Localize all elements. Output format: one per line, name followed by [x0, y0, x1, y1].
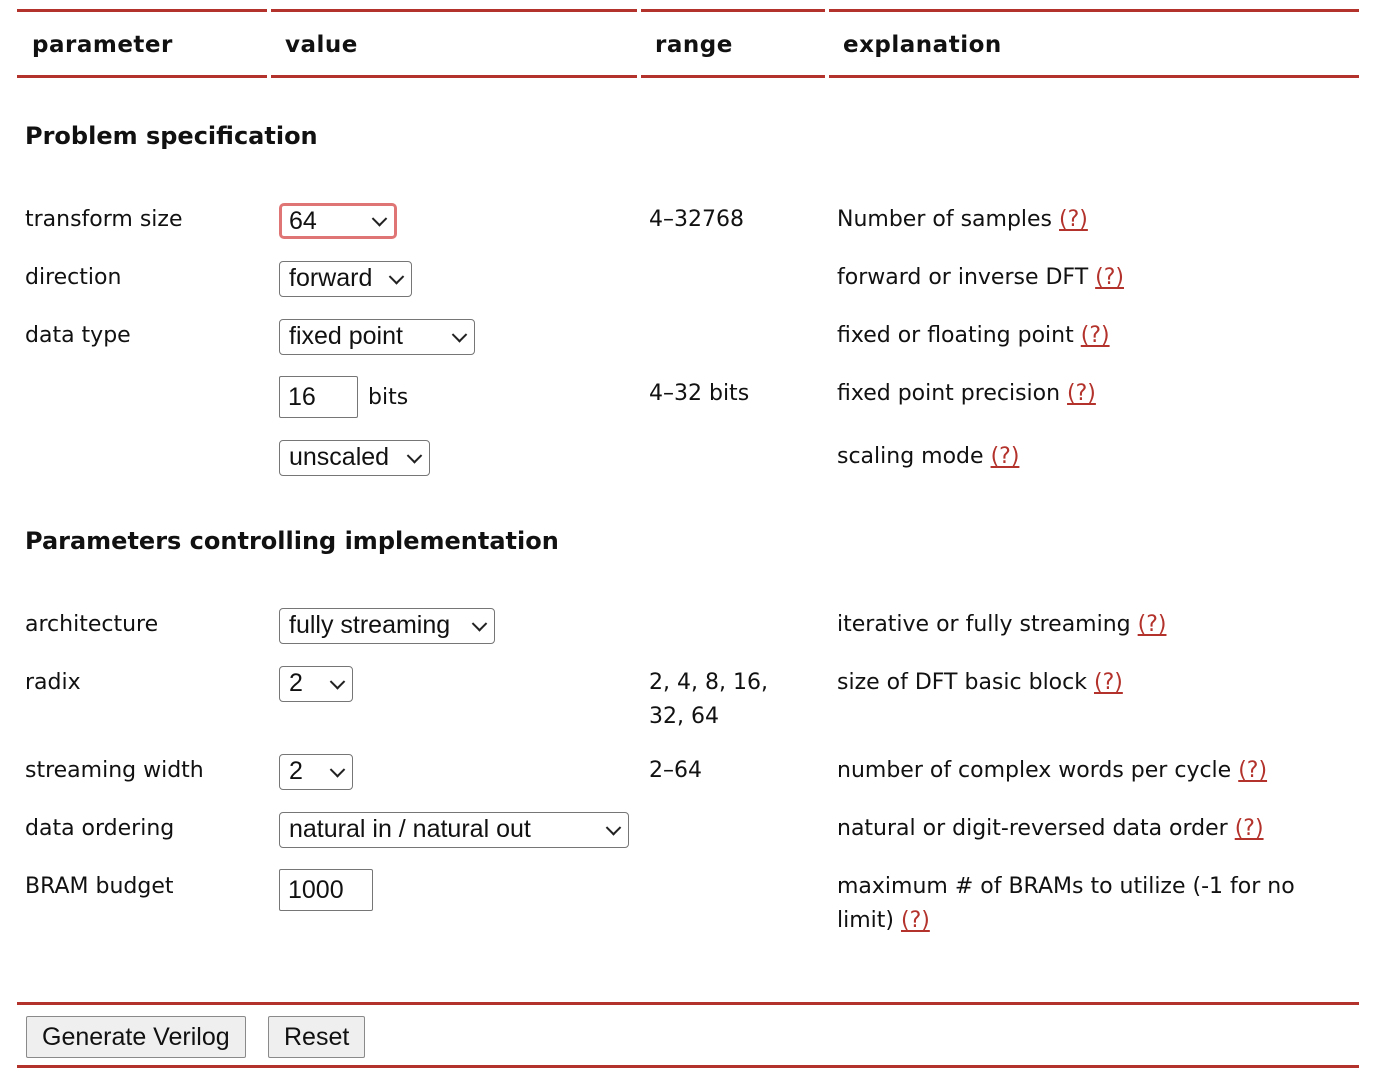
precision-bits-input[interactable]	[279, 376, 358, 418]
explanation-line-2: limit) (?)	[837, 904, 1352, 938]
header-top-rule	[17, 9, 267, 12]
explanation-text: size of DFT basic block	[837, 670, 1087, 695]
footer-top-rule	[17, 1002, 1359, 1005]
explanation-text: natural or digit-reversed data order	[837, 816, 1228, 841]
column-header-parameter: parameter	[32, 32, 173, 58]
explanation-architecture: iterative or fully streaming (?)	[837, 608, 1166, 642]
chevron-down-icon	[329, 762, 346, 778]
explanation-transform-size: Number of samples (?)	[837, 203, 1088, 237]
explanation-text: forward or inverse DFT	[837, 265, 1089, 290]
explanation-data-ordering: natural or digit-reversed data order (?)	[837, 812, 1264, 846]
explanation-direction: forward or inverse DFT (?)	[837, 261, 1124, 295]
column-header-value: value	[285, 32, 358, 58]
radix-value: 2	[289, 669, 303, 697]
column-header-range: range	[655, 32, 733, 58]
transform-size-value: 64	[289, 207, 317, 235]
scaling-mode-value: unscaled	[289, 443, 390, 471]
param-label-transform-size: transform size	[25, 207, 183, 232]
help-link[interactable]: (?)	[1059, 207, 1088, 232]
radix-select[interactable]: 2	[279, 666, 353, 702]
streaming-width-select[interactable]: 2	[279, 754, 353, 790]
chevron-down-icon	[605, 820, 622, 836]
chevron-down-icon	[471, 616, 488, 632]
precision-unit-label: bits	[368, 385, 409, 410]
explanation-text: fixed or floating point	[837, 323, 1074, 348]
architecture-value: fully streaming	[289, 611, 451, 639]
help-link[interactable]: (?)	[990, 444, 1020, 469]
explanation-data-type: fixed or floating point (?)	[837, 319, 1110, 353]
explanation-text: fixed point precision	[837, 381, 1061, 406]
help-link[interactable]: (?)	[1067, 381, 1096, 406]
header-top-rule	[829, 9, 1359, 12]
direction-value: forward	[289, 264, 373, 292]
param-label-direction: direction	[25, 265, 122, 290]
help-link[interactable]: (?)	[1238, 758, 1268, 783]
help-link[interactable]: (?)	[900, 908, 930, 933]
streaming-width-value: 2	[289, 757, 303, 785]
chevron-down-icon	[329, 674, 346, 690]
help-link[interactable]: (?)	[1080, 323, 1110, 348]
help-link[interactable]: (?)	[1095, 265, 1124, 290]
param-label-architecture: architecture	[25, 612, 159, 637]
explanation-text: iterative or fully streaming	[837, 612, 1131, 637]
column-header-explanation: explanation	[843, 32, 1002, 58]
data-ordering-value: natural in / natural out	[289, 815, 531, 843]
bram-budget-input[interactable]	[279, 869, 373, 911]
header-bottom-rule	[641, 75, 825, 78]
explanation-streaming-width: number of complex words per cycle (?)	[837, 754, 1267, 788]
explanation-bram-budget: maximum # of BRAMs to utilize (-1 for no…	[837, 870, 1352, 938]
range-streaming-width: 2–64	[649, 758, 702, 783]
param-label-data-type: data type	[25, 323, 131, 348]
header-bottom-rule	[271, 75, 637, 78]
chevron-down-icon	[451, 327, 468, 343]
data-ordering-select[interactable]: natural in / natural out	[279, 812, 629, 848]
param-label-data-ordering: data ordering	[25, 816, 175, 841]
help-link[interactable]: (?)	[1093, 670, 1123, 695]
explanation-text: Number of samples	[837, 207, 1053, 232]
section-title-implementation: Parameters controlling implementation	[25, 527, 559, 555]
help-link[interactable]: (?)	[1234, 816, 1264, 841]
range-transform-size: 4–32768	[649, 207, 744, 232]
range-radix-line: 32, 64	[649, 704, 719, 729]
explanation-precision: fixed point precision (?)	[837, 377, 1096, 411]
explanation-radix: size of DFT basic block (?)	[837, 666, 1123, 700]
transform-size-select[interactable]: 64	[279, 203, 397, 239]
explanation-text: limit)	[837, 908, 894, 933]
range-precision: 4–32 bits	[649, 381, 750, 406]
data-type-select[interactable]: fixed point	[279, 319, 475, 355]
param-label-streaming-width: streaming width	[25, 758, 204, 783]
help-link[interactable]: (?)	[1137, 612, 1167, 637]
range-radix: 2, 4, 8, 16, 32, 64	[649, 666, 768, 734]
header-bottom-rule	[829, 75, 1359, 78]
param-label-radix: radix	[25, 670, 81, 695]
chevron-down-icon	[406, 448, 423, 464]
explanation-text: number of complex words per cycle	[837, 758, 1232, 783]
header-top-rule	[641, 9, 825, 12]
header-top-rule	[271, 9, 637, 12]
architecture-select[interactable]: fully streaming	[279, 608, 495, 644]
data-type-value: fixed point	[289, 322, 403, 350]
explanation-text: maximum # of BRAMs to utilize (-1 for no	[837, 874, 1295, 899]
scaling-mode-select[interactable]: unscaled	[279, 440, 430, 476]
section-title-problem: Problem specification	[25, 122, 318, 150]
chevron-down-icon	[388, 269, 405, 285]
header-bottom-rule	[17, 75, 267, 78]
generate-verilog-button[interactable]: Generate Verilog	[26, 1016, 246, 1058]
footer-bottom-rule	[17, 1065, 1359, 1068]
reset-button[interactable]: Reset	[268, 1016, 366, 1058]
explanation-scaling: scaling mode (?)	[837, 440, 1019, 474]
chevron-down-icon	[371, 211, 388, 227]
param-label-bram-budget: BRAM budget	[25, 874, 174, 899]
direction-select[interactable]: forward	[279, 261, 412, 297]
range-radix-line: 2, 4, 8, 16,	[649, 670, 768, 695]
explanation-text: scaling mode	[837, 444, 984, 469]
